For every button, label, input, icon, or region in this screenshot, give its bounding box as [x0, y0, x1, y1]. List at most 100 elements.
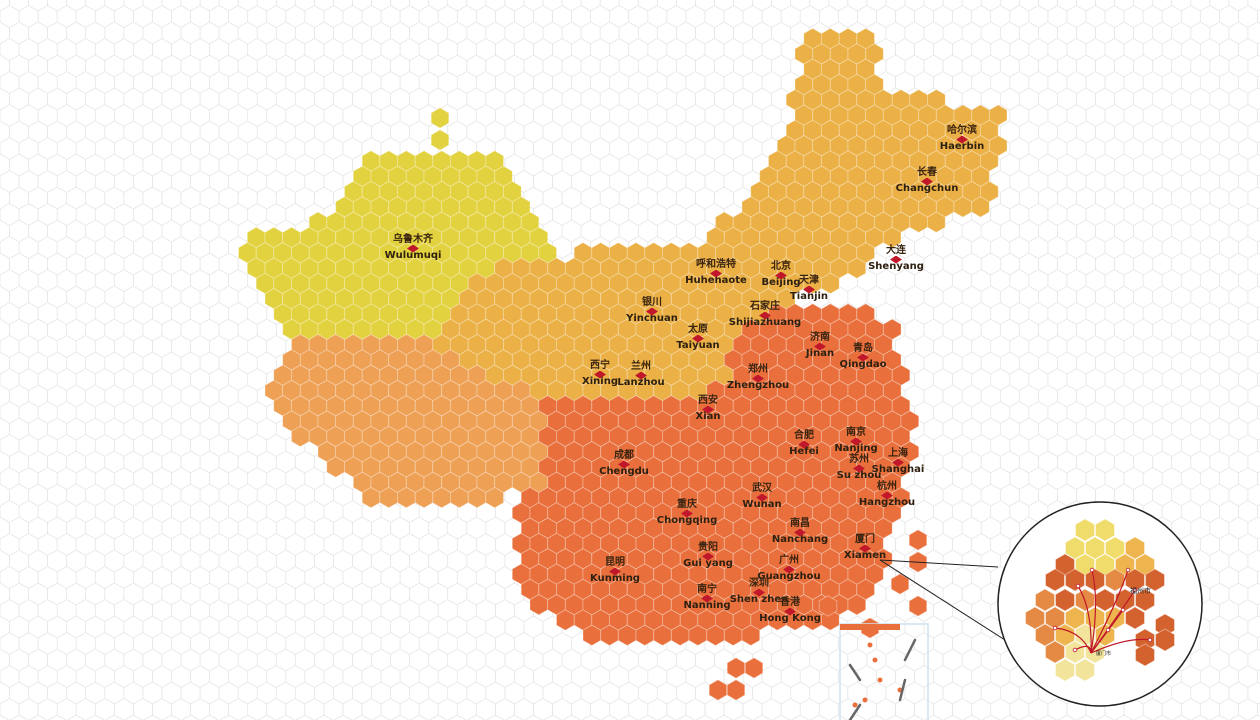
hex-island	[708, 679, 728, 701]
hex-north	[971, 196, 990, 218]
city-label: 杭州 Hangzhou	[859, 481, 915, 508]
city-marker-icon	[955, 135, 968, 144]
city-marker-icon	[850, 437, 862, 446]
city-name-en: Gui yang	[683, 557, 733, 569]
city-name-en: Beijing	[761, 276, 801, 288]
city-label: 香港 Hong Kong	[759, 597, 821, 624]
city-marker-icon	[701, 405, 714, 414]
city-name-en: Yinchuan	[626, 312, 678, 324]
inset-hex	[1145, 568, 1165, 592]
city-marker-icon	[645, 307, 658, 316]
city-name-en: Changchun	[895, 182, 959, 194]
city-name-en: Wulumuqi	[384, 249, 442, 261]
city-name-cn: 青岛	[852, 343, 873, 354]
city-marker-icon	[681, 509, 693, 518]
city-name-cn: 贵阳	[698, 542, 718, 553]
city-name-cn: 大连	[886, 245, 906, 256]
island-dot	[877, 677, 883, 683]
city-marker-icon	[634, 371, 647, 380]
city-label: 苏州 Su zhou	[837, 454, 882, 481]
city-marker-icon	[759, 311, 771, 320]
hex-south	[741, 624, 761, 646]
city-label: 大连 Shenyang	[868, 245, 924, 272]
city-name-cn: 成都	[613, 450, 634, 461]
city-name-cn: 南宁	[697, 584, 717, 595]
city-name-en: Zhengzhou	[726, 379, 790, 391]
city-marker-icon	[751, 374, 764, 383]
hex-island	[818, 595, 838, 617]
inset-hex	[1115, 588, 1135, 612]
hex-island	[908, 595, 928, 617]
hex-island	[430, 129, 450, 151]
city-name-en: Jinan	[805, 347, 835, 359]
city-name-en: Guangzhou	[757, 570, 821, 582]
city-label: 合肥 Hefei	[789, 430, 819, 457]
city-label: 呼和浩特 Huhehaote	[685, 259, 747, 286]
city-marker-icon	[856, 353, 869, 362]
city-name-en: Hefei	[789, 445, 819, 457]
city-label: 南昌 Nanchang	[771, 518, 829, 545]
inset-hex	[1105, 568, 1125, 592]
city-name-en: Kunming	[590, 572, 640, 584]
city-label: 哈尔滨 Haerbin	[940, 125, 985, 152]
inset-hex	[1055, 588, 1075, 612]
city-marker-icon	[701, 594, 713, 603]
city-name-cn: 合肥	[794, 430, 814, 441]
city-label: 贵阳 Gui yang	[683, 542, 733, 569]
city-name-cn: 兰州	[630, 361, 651, 372]
city-label: 厦门 Xiamen	[844, 534, 886, 561]
inset-hex	[1075, 658, 1095, 682]
city-name-cn: 西宁	[590, 360, 610, 371]
city-name-cn: 武汉	[751, 483, 772, 494]
city-name-cn: 石家庄	[750, 301, 780, 312]
inset-hex	[1025, 606, 1045, 630]
island-dot	[852, 702, 858, 708]
city-name-en: Tianjin	[789, 290, 829, 302]
inset-hex	[1065, 536, 1085, 560]
route-line	[1077, 585, 1092, 654]
inset-hex	[1135, 643, 1155, 667]
city-name-cn: 郑州	[747, 364, 768, 375]
city-marker-icon	[617, 460, 630, 469]
hex-south	[847, 594, 867, 616]
city-label: 济南 Jinan	[805, 332, 835, 359]
city-name-en: Hong Kong	[759, 612, 821, 624]
city-name-en: Wuhan	[742, 498, 782, 510]
inset-hex	[1075, 518, 1095, 542]
city-marker-icon	[702, 552, 714, 561]
city-name-en: Lanzhou	[617, 376, 665, 388]
city-label: 长春 Changchun	[895, 167, 959, 194]
city-name-en: Qingdao	[839, 358, 887, 370]
city-name-cn: 南京	[846, 427, 866, 438]
city-name-cn: 上海	[888, 448, 908, 459]
city-marker-icon	[852, 464, 865, 473]
city-label: 深圳 Shen zhen	[729, 578, 789, 605]
city-marker-icon	[794, 528, 806, 537]
fujian-magnifier	[879, 501, 1203, 707]
inset-hex	[1155, 628, 1175, 652]
inset-hex	[1135, 553, 1155, 577]
inset-hex	[1095, 588, 1115, 612]
island-dot	[867, 642, 873, 648]
city-name-cn: 杭州	[876, 481, 897, 492]
city-name-en: Nanning	[683, 599, 731, 611]
city-name-cn: 天津	[799, 275, 819, 286]
region-hexes	[238, 27, 1008, 701]
city-marker-icon	[803, 285, 815, 294]
city-name-cn: 银川	[641, 297, 662, 308]
city-name-cn: 呼和浩特	[695, 259, 736, 270]
city-name-cn: 南昌	[790, 518, 810, 529]
city-label: 郑州 Zhengzhou	[726, 364, 790, 391]
city-name-cn: 广州	[779, 555, 799, 566]
city-name-cn: 济南	[809, 332, 830, 343]
hex-island	[430, 107, 450, 129]
city-name-en: Shen zhen	[729, 593, 789, 605]
city-name-cn: 深圳	[748, 578, 769, 589]
city-name-en: Shanghai	[871, 463, 925, 475]
city-marker-icon	[890, 255, 902, 264]
city-label: 乌鲁木齐 Wulumuqi	[384, 234, 442, 261]
city-name-en: Nanchang	[771, 533, 829, 545]
city-marker-icon	[752, 588, 765, 597]
city-name-cn: 厦门	[855, 534, 875, 545]
